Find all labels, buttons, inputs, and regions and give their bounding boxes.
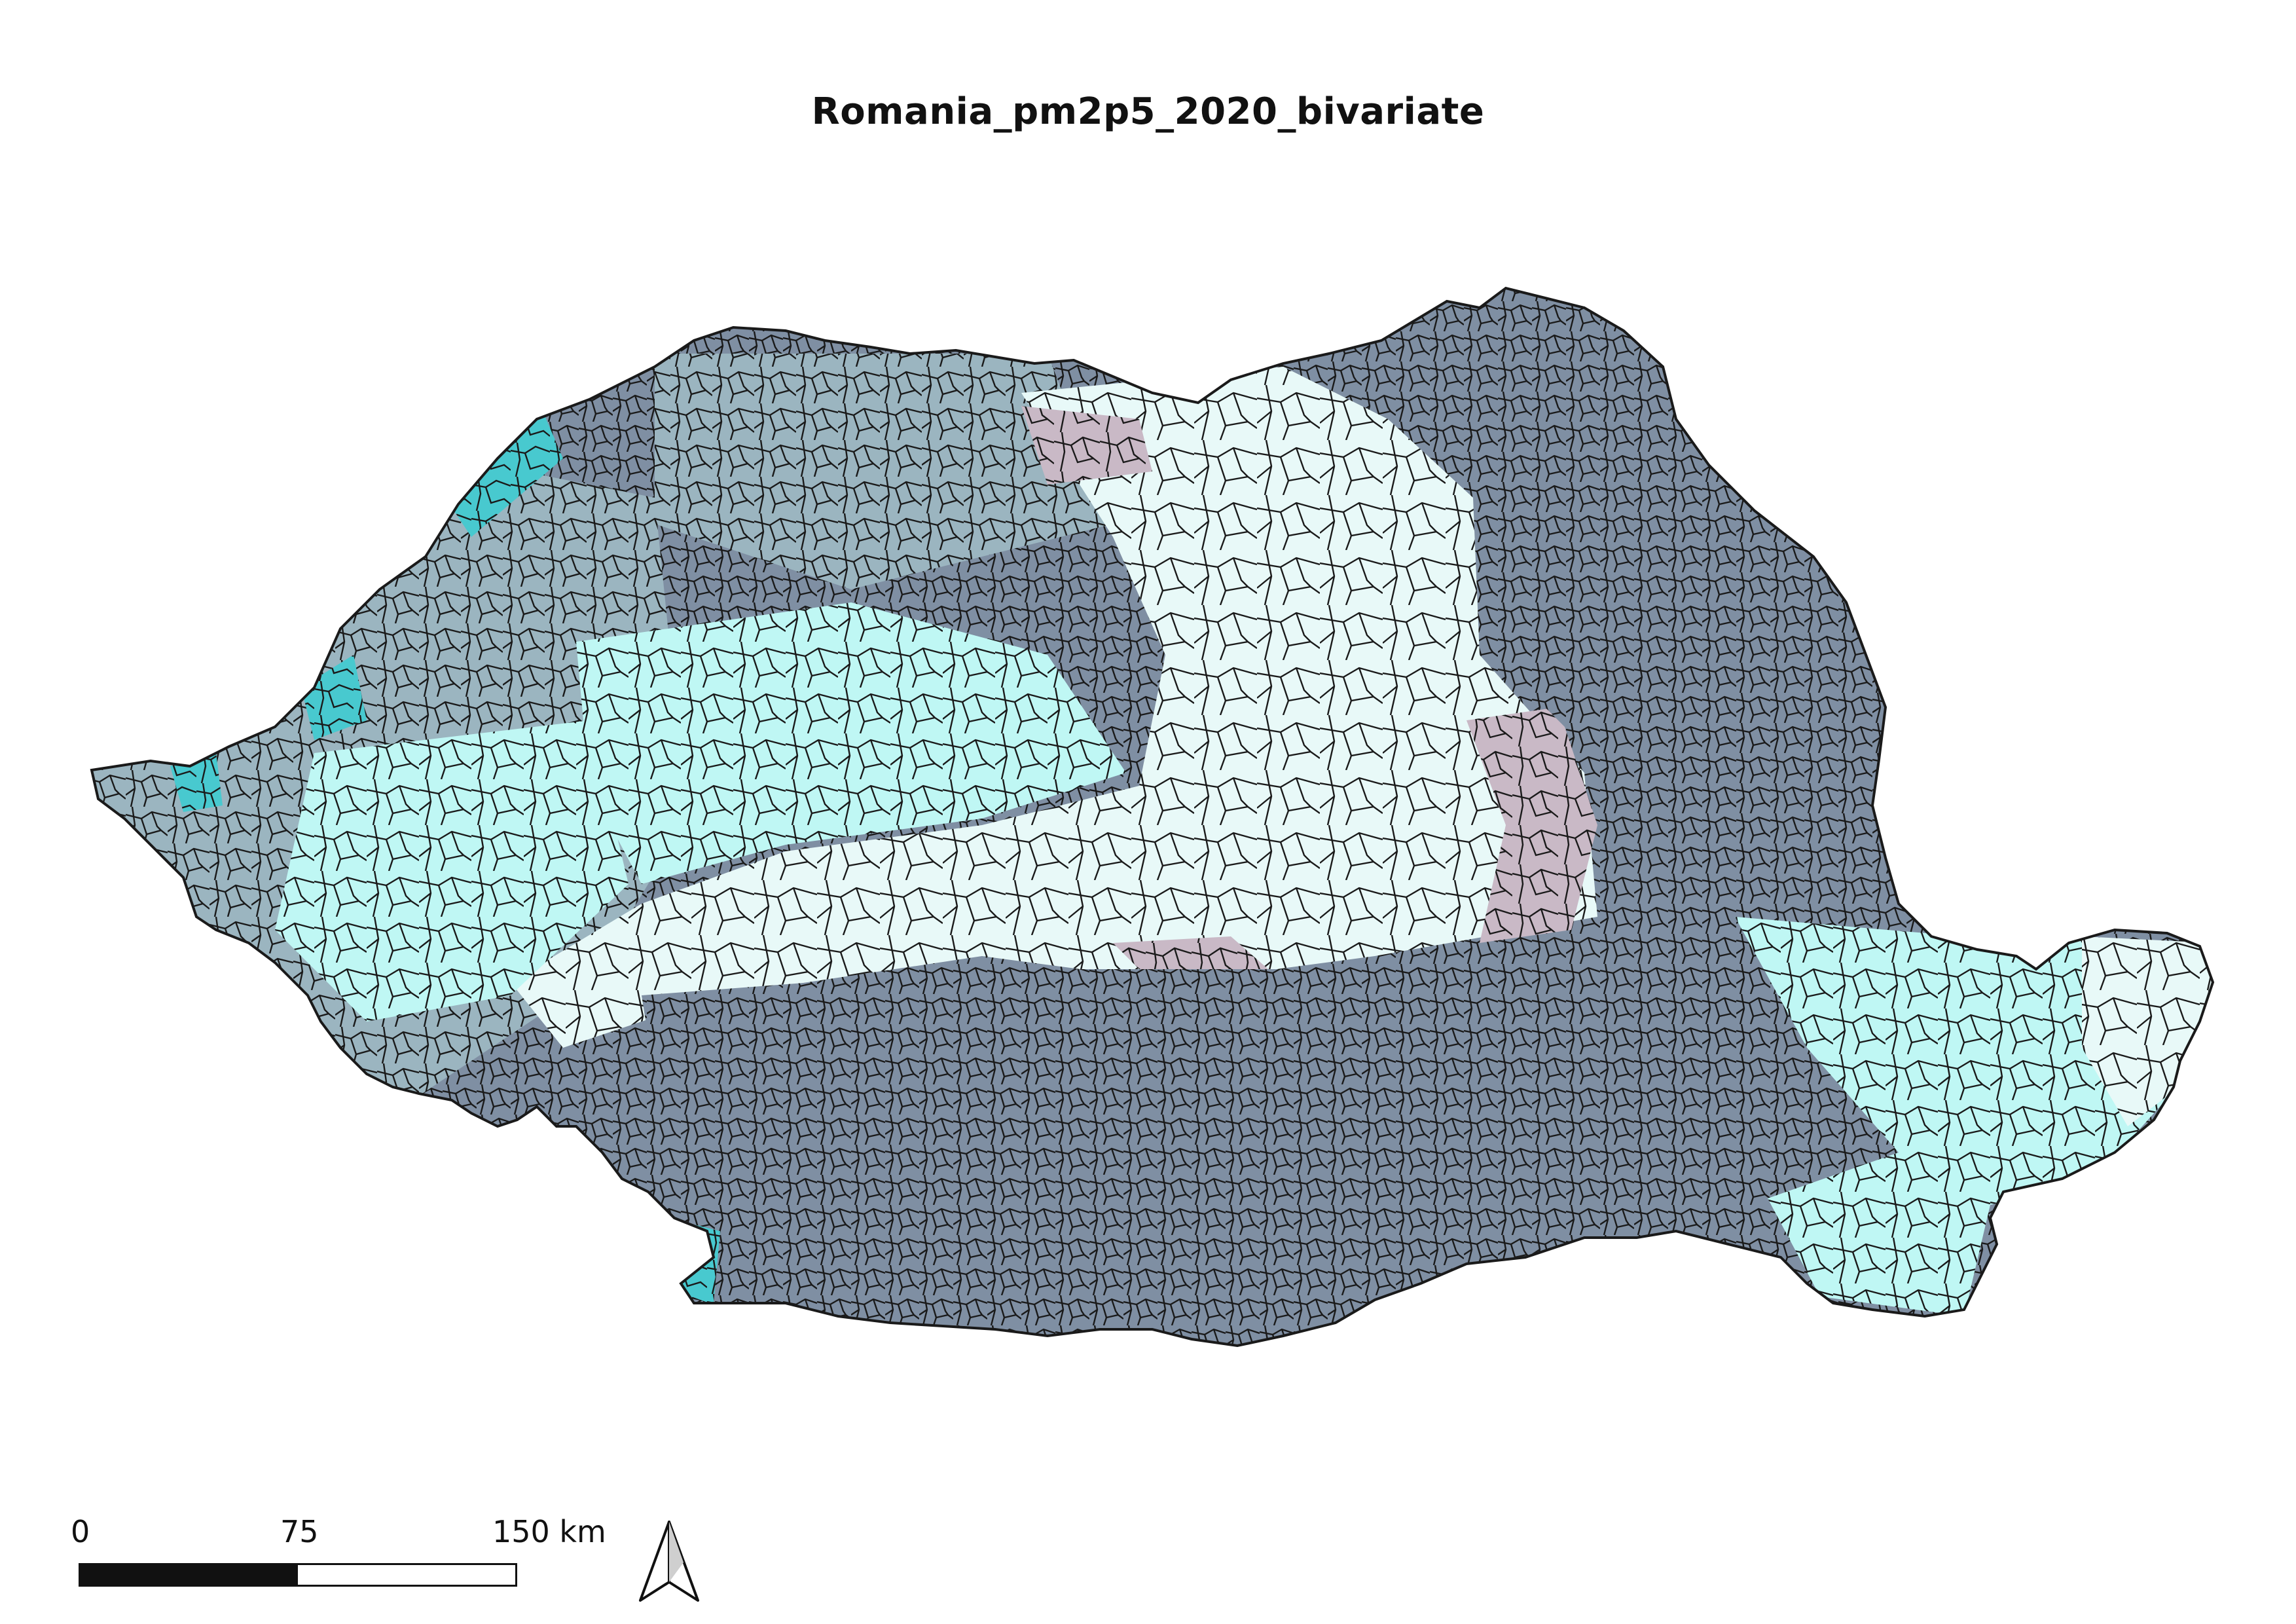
region-carpathians-pale[interactable] (511, 367, 1597, 1048)
region-moldavia-dark[interactable] (1388, 301, 1886, 917)
scale-label-150-km: 150 km (492, 1514, 606, 1549)
romania-municipalities[interactable] (0, 262, 2296, 1375)
region-bend-mauve[interactable] (1467, 707, 1597, 943)
scale-bar-black-segment (81, 1565, 298, 1585)
region-north-mauve[interactable] (1021, 406, 1152, 485)
map-title: Romania_pm2p5_2020_bivariate (811, 90, 1485, 133)
scale-label-75: 75 (280, 1514, 319, 1549)
region-southwest-cyan[interactable] (275, 720, 629, 1022)
north-arrow-icon (639, 1521, 699, 1602)
scale-bar (79, 1563, 517, 1587)
region-transylvania-cyan[interactable] (576, 602, 1126, 884)
region-wallachia-dark[interactable] (642, 943, 1807, 1349)
scale-label-0: 0 (71, 1514, 90, 1549)
region-north-mid[interactable] (655, 354, 1113, 589)
